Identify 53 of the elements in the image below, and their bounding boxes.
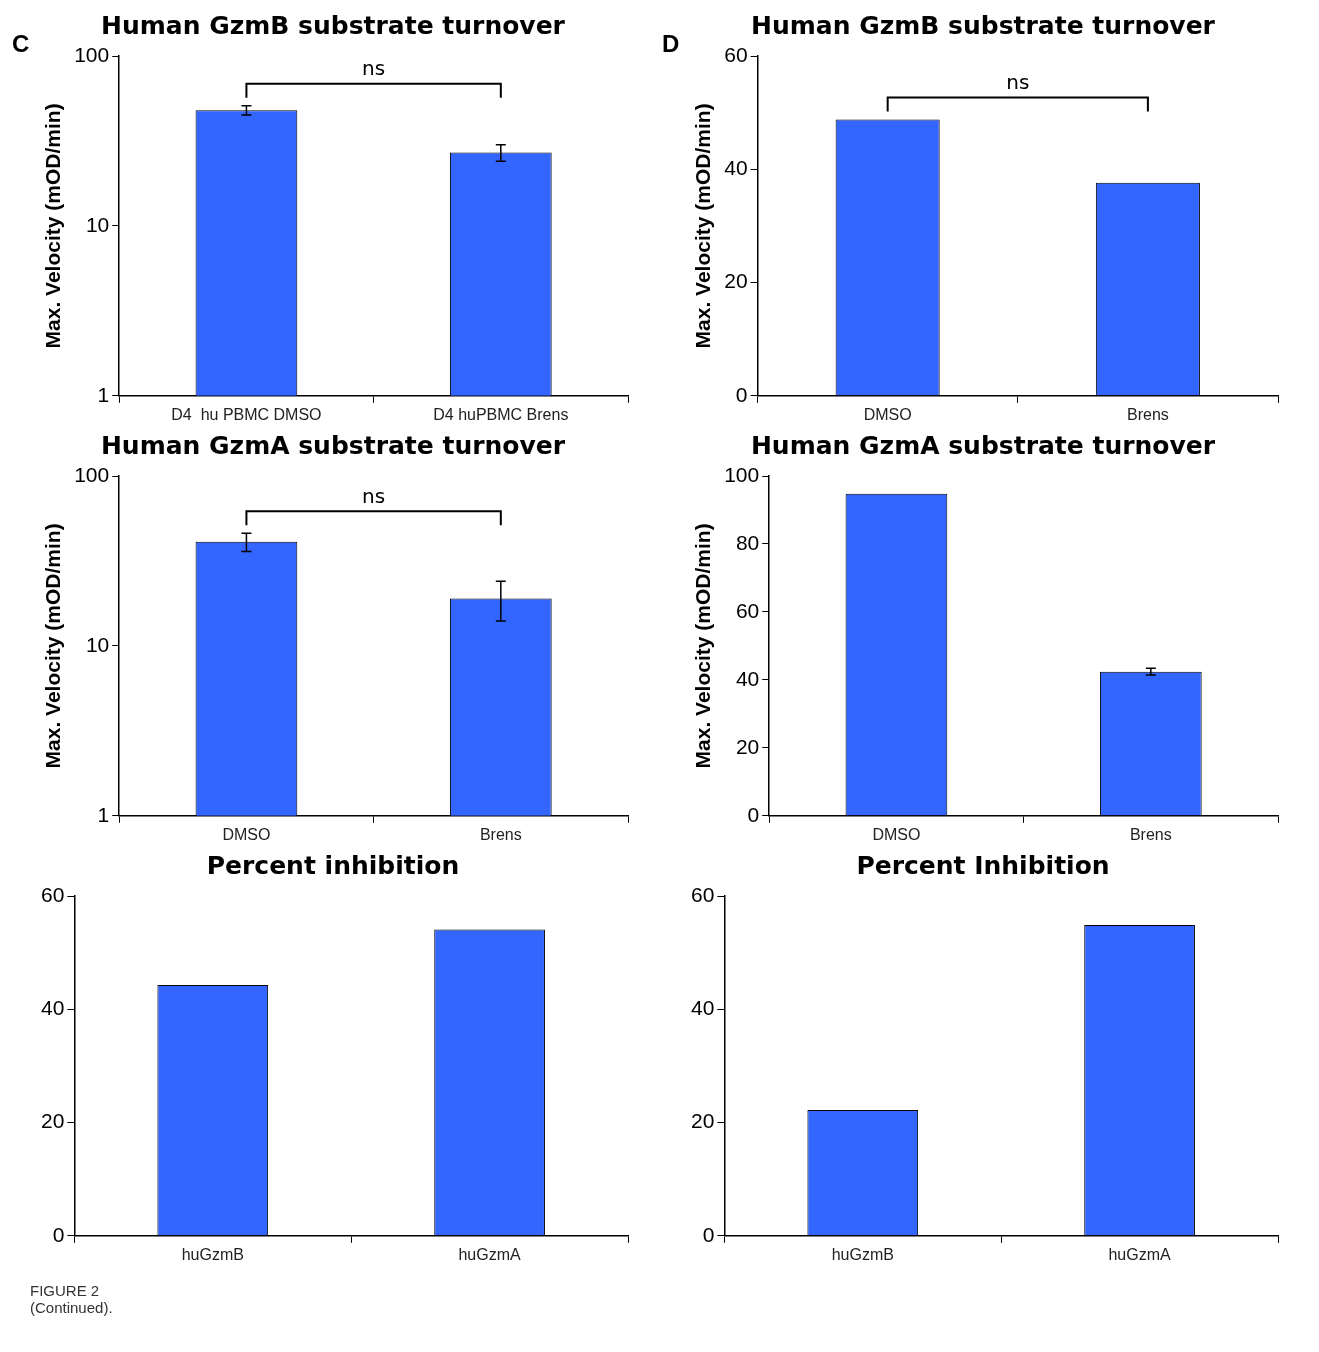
y-tick-label: 60 xyxy=(691,882,715,906)
y-tick-label: 20 xyxy=(724,269,748,293)
y-axis-title: Max. Velocity (mOD/min) xyxy=(691,523,715,769)
y-axis-title: Max. Velocity (mOD/min) xyxy=(691,103,715,349)
chart-title: Human GzmB substrate turnover xyxy=(101,10,566,40)
y-tick-label: 40 xyxy=(41,996,65,1020)
y-axis-title: Max. Velocity (mOD/min) xyxy=(41,103,65,349)
y-tick-label: 40 xyxy=(735,666,760,690)
y-tick-label: 20 xyxy=(691,1109,715,1133)
y-tick-label: 0 xyxy=(702,1222,715,1246)
chart-title: Human GzmA substrate turnover xyxy=(750,430,1216,460)
x-tick-label: huGzmA xyxy=(1108,1245,1172,1263)
chart-title: Human GzmA substrate turnover xyxy=(100,430,566,460)
x-tick-label: huGzmB xyxy=(181,1245,244,1263)
y-tick-label: 40 xyxy=(691,996,715,1020)
text: C xyxy=(12,30,30,57)
y-tick-label: 20 xyxy=(735,734,760,758)
y-tick-label: 10 xyxy=(85,632,110,656)
y-tick-label: 60 xyxy=(41,882,65,906)
y-tick-label: 0 xyxy=(735,382,748,406)
x-tick-label: Brens xyxy=(1126,405,1169,423)
chart-title: Percent inhibition xyxy=(206,850,460,880)
x-tick-label: Brens xyxy=(479,825,522,843)
annotation: ns xyxy=(1006,69,1030,94)
y-tick-label: 0 xyxy=(747,802,760,826)
x-tick-label: D4 huPBMC Brens xyxy=(433,405,569,423)
x-tick-label: DMSO xyxy=(872,825,921,843)
y-tick-label: 60 xyxy=(735,598,760,622)
y-tick-label: 100 xyxy=(74,462,110,486)
y-tick-label: 20 xyxy=(41,1109,65,1133)
x-tick-label: huGzmB xyxy=(831,1245,894,1263)
text: D xyxy=(662,30,680,57)
annotation: ns xyxy=(362,483,386,508)
chart-title: Percent Inhibition xyxy=(856,850,1110,880)
chart-title: Human GzmB substrate turnover xyxy=(751,10,1216,40)
y-tick-label: 10 xyxy=(85,212,110,236)
y-tick-label: 100 xyxy=(724,462,760,486)
y-tick-label: 60 xyxy=(724,42,748,66)
x-tick-label: huGzmA xyxy=(458,1245,522,1263)
y-tick-label: 1 xyxy=(97,802,110,826)
text: (Continued). xyxy=(30,1299,114,1316)
x-tick-label: DMSO xyxy=(863,405,912,423)
x-tick-label: DMSO xyxy=(222,825,271,843)
y-axis-title: Max. Velocity (mOD/min) xyxy=(41,523,65,769)
y-tick-label: 1 xyxy=(97,382,110,406)
y-tick-label: 40 xyxy=(724,156,748,180)
y-tick-label: 0 xyxy=(52,1222,65,1246)
y-tick-label: 100 xyxy=(74,42,110,66)
y-tick-label: 80 xyxy=(735,530,760,554)
caption: FIGURE 2 xyxy=(30,1282,101,1299)
x-tick-label: D4 hu PBMC DMSO xyxy=(171,405,322,423)
x-tick-label: Brens xyxy=(1129,825,1172,843)
annotation: ns xyxy=(362,55,386,80)
